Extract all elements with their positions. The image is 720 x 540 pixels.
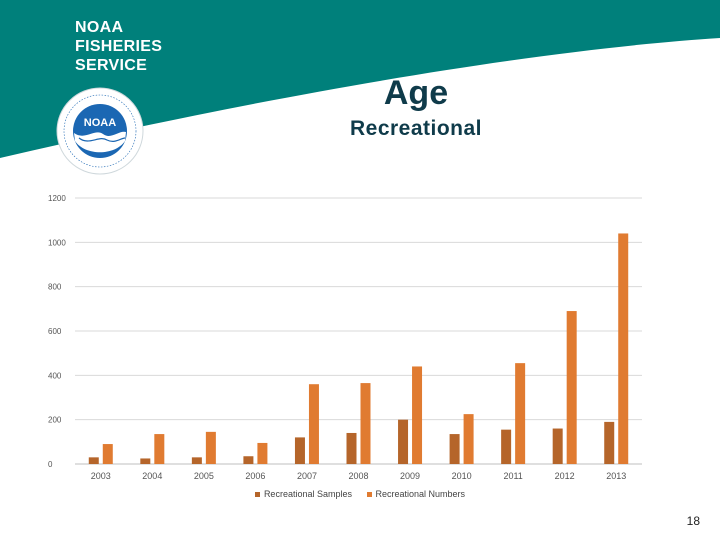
legend-label: Recreational Samples xyxy=(263,489,352,499)
y-tick-label: 600 xyxy=(48,327,62,336)
legend-swatch-samples xyxy=(254,492,260,498)
bar-samples xyxy=(449,434,460,464)
y-tick-label: 400 xyxy=(48,371,62,380)
x-tick-label: 2007 xyxy=(297,471,317,481)
chart-legend: Recreational Samples Recreational Number… xyxy=(0,489,720,499)
bar-samples xyxy=(604,421,615,464)
bar-numbers xyxy=(618,233,629,464)
bar-samples xyxy=(140,458,151,464)
bar-numbers xyxy=(566,311,577,464)
seal-center-text: NOAA xyxy=(84,117,116,129)
brand-line: FISHERIES xyxy=(75,38,163,55)
x-tick-label: 2013 xyxy=(606,471,626,481)
bar-numbers xyxy=(205,431,216,464)
y-tick-label: 1000 xyxy=(48,238,66,247)
bar-samples xyxy=(294,437,305,464)
bar-numbers xyxy=(412,366,423,464)
bar-numbers xyxy=(154,434,165,464)
bar-samples xyxy=(398,419,409,464)
y-tick-label: 800 xyxy=(48,283,62,292)
noaa-fisheries-logo-text: NOAA FISHERIES SERVICE xyxy=(75,18,162,75)
x-tick-label: 2009 xyxy=(400,471,420,481)
page-subtitle: Recreational xyxy=(349,117,483,140)
brand-line: SERVICE xyxy=(75,57,148,74)
page-title: Age xyxy=(383,74,449,112)
x-tick-label: 2012 xyxy=(555,471,575,481)
bar-numbers xyxy=(308,384,319,464)
bar-samples xyxy=(191,457,202,464)
x-tick-label: 2003 xyxy=(91,471,111,481)
bar-samples xyxy=(346,432,357,464)
x-tick-label: 2008 xyxy=(348,471,368,481)
bar-numbers xyxy=(102,444,113,464)
y-tick-label: 1200 xyxy=(48,194,66,203)
page-number: 18 xyxy=(686,514,700,528)
x-tick-label: 2004 xyxy=(142,471,162,481)
x-tick-label: 2006 xyxy=(245,471,265,481)
legend-item-numbers: Recreational Numbers xyxy=(366,489,466,499)
noaa-seal-icon: NOAA xyxy=(56,87,144,175)
bar-numbers xyxy=(360,383,371,464)
bar-samples xyxy=(243,456,254,464)
bar-numbers xyxy=(257,442,268,464)
banner-wave xyxy=(0,0,720,158)
bar-samples xyxy=(552,428,563,464)
bar-samples xyxy=(88,457,99,464)
bar-samples xyxy=(501,429,512,464)
legend-item-samples: Recreational Samples xyxy=(254,489,352,499)
bar-numbers xyxy=(515,363,526,464)
x-tick-label: 2010 xyxy=(452,471,472,481)
y-tick-label: 200 xyxy=(48,416,62,425)
x-tick-label: 2011 xyxy=(503,471,522,481)
header-banner xyxy=(0,0,720,158)
brand-line: NOAA xyxy=(75,19,124,36)
y-tick-label: 0 xyxy=(48,460,53,469)
legend-label: Recreational Numbers xyxy=(375,489,466,499)
legend-swatch-numbers xyxy=(366,492,372,498)
x-tick-label: 2005 xyxy=(194,471,214,481)
bar-numbers xyxy=(463,414,474,464)
